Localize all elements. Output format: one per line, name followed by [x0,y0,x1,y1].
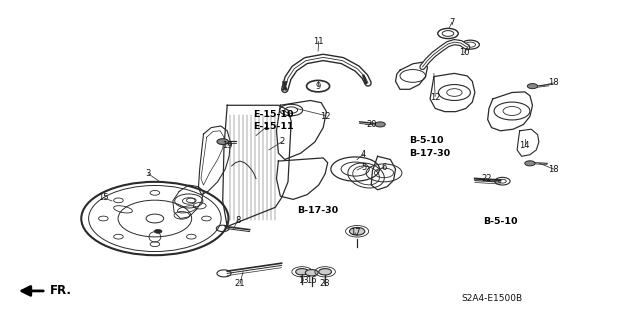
Text: 10: 10 [460,48,470,57]
Text: 18: 18 [548,165,559,174]
Text: 11: 11 [314,37,324,46]
Text: 22: 22 [481,174,492,183]
Text: 12: 12 [430,93,440,102]
Circle shape [349,227,365,235]
Circle shape [305,270,318,276]
Text: 20: 20 [366,120,376,129]
Text: 16: 16 [307,276,317,285]
Text: 21: 21 [235,279,245,288]
Text: 1: 1 [263,123,268,132]
Text: 23: 23 [319,279,330,288]
Text: 12: 12 [320,112,330,121]
Text: 9: 9 [316,82,321,91]
Text: B-5-10: B-5-10 [483,217,518,226]
Text: 7: 7 [449,18,454,27]
Circle shape [525,161,535,166]
Text: E-15-11: E-15-11 [253,122,293,130]
Text: FR.: FR. [50,285,72,297]
Text: 17: 17 [350,228,360,237]
Text: 2: 2 [279,137,284,146]
Circle shape [217,139,228,145]
Text: 13: 13 [298,276,308,285]
Text: 19: 19 [223,141,233,150]
Text: 15: 15 [99,193,109,202]
Text: B-17-30: B-17-30 [410,149,451,158]
Circle shape [154,229,162,233]
Text: 4: 4 [361,150,366,159]
Text: B-5-10: B-5-10 [410,136,444,145]
Text: E-15-10: E-15-10 [253,110,293,119]
Circle shape [319,269,332,275]
Polygon shape [336,140,339,147]
Text: 3: 3 [146,169,151,178]
Text: 18: 18 [548,78,559,87]
Text: S2A4-E1500B: S2A4-E1500B [461,294,522,303]
Text: 8: 8 [236,216,241,225]
Text: 6: 6 [381,163,387,172]
Text: 5: 5 [361,163,366,172]
Circle shape [296,269,308,275]
Circle shape [375,122,385,127]
Circle shape [527,84,538,89]
Text: B-17-30: B-17-30 [298,206,339,215]
Text: 14: 14 [520,141,530,150]
